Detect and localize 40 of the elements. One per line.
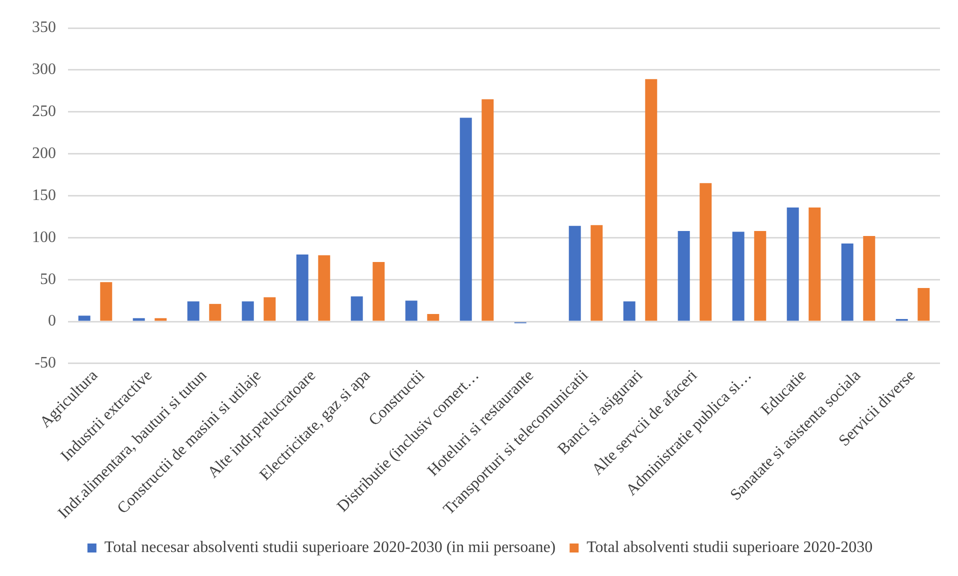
bar <box>918 288 930 321</box>
bar <box>645 79 658 321</box>
y-tick-label: 200 <box>32 145 56 162</box>
bar <box>732 232 744 321</box>
bar <box>264 297 276 321</box>
y-tick-label: 300 <box>32 61 56 78</box>
bar <box>590 225 603 321</box>
bar <box>623 301 636 321</box>
bar <box>786 207 799 321</box>
bar <box>863 236 876 321</box>
bar <box>405 300 418 321</box>
legend-label: Total absolventi studii superioare 2020-2030 <box>586 539 873 556</box>
bar <box>568 226 581 321</box>
bar <box>482 99 494 321</box>
bar <box>808 207 821 321</box>
bar <box>154 318 167 321</box>
bar <box>318 255 330 321</box>
y-tick-label: 0 <box>48 312 56 330</box>
bar <box>754 230 766 321</box>
legend-label: Total necesar absolventi studii superioare 2020-2030 (in mii persoane) <box>104 539 556 556</box>
bar <box>678 230 690 321</box>
bar <box>242 301 254 321</box>
bar <box>187 301 200 321</box>
bar <box>78 316 90 321</box>
y-tick-label: 250 <box>32 103 56 120</box>
y-tick-label: 150 <box>32 186 56 204</box>
bar <box>427 314 440 321</box>
bar <box>209 304 222 321</box>
y-tick-label: -50 <box>34 354 56 372</box>
bar <box>372 262 385 321</box>
bar <box>296 254 308 321</box>
bar <box>700 183 712 321</box>
bar <box>460 118 472 321</box>
y-tick-label: 50 <box>40 270 56 288</box>
y-tick-label: 100 <box>32 228 56 246</box>
bar <box>100 282 112 321</box>
y-tick-label: 350 <box>32 19 56 36</box>
bar <box>350 296 363 321</box>
bar <box>841 244 854 321</box>
bar <box>132 318 145 321</box>
